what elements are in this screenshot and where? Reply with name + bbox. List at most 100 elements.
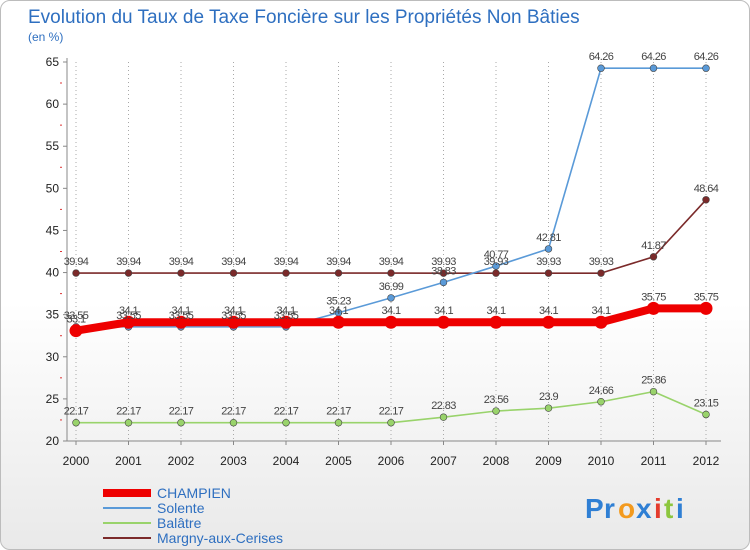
point-margny-aux-cerises-2004 (282, 269, 290, 277)
data-label-solente-2006: 36.99 (379, 281, 404, 293)
x-tick-label-2006: 2006 (378, 454, 405, 468)
y-tick-label-50: 50 (46, 181, 60, 195)
axis-layer: 20 25 30 35 40 45 50 55 60 65 2000 2001 2002 2003 2004… (46, 55, 721, 468)
legend-label-balatre: Balâtre (157, 515, 202, 531)
point-margny-aux-cerises-2008 (492, 269, 500, 277)
data-label-champien-2010: 34.1 (591, 305, 610, 317)
point-margny-aux-cerises-2003 (229, 269, 238, 277)
point-solente-2006 (387, 294, 395, 302)
point-champien-2012 (699, 301, 713, 315)
point-margny-aux-cerises-2001 (124, 269, 133, 277)
unit-label: (en %) (28, 30, 63, 44)
data-label-balatre-2012: 23.15 (694, 397, 719, 409)
point-margny-aux-cerises-2007 (439, 269, 448, 277)
point-margny-aux-cerises-2010 (597, 269, 605, 277)
data-label-solente-2000: 33.55 (64, 310, 89, 322)
x-tick-label-2009: 2009 (535, 454, 562, 468)
data-label-balatre-2007: 22.83 (431, 400, 456, 412)
data-label-solente-2005: 35.23 (326, 296, 351, 308)
data-label-balatre-2000: 22.17 (64, 406, 89, 418)
data-label-balatre-2004: 22.17 (274, 406, 299, 418)
data-label-margny-aux-cerises-2007: 39.93 (431, 256, 456, 268)
data-label-balatre-2009: 23.9 (539, 391, 558, 403)
x-tick-label-2002: 2002 (168, 454, 195, 468)
data-label-solente-2009: 42.81 (536, 232, 561, 244)
point-balatre-2008 (492, 407, 500, 415)
y-tick-label-65: 65 (46, 55, 60, 69)
data-label-balatre-2010: 24.66 (589, 385, 614, 397)
point-balatre-2009 (544, 404, 553, 412)
point-margny-aux-cerises-2009 (544, 269, 553, 277)
y-tick-label-20: 20 (46, 434, 60, 448)
point-champien-2000 (69, 324, 83, 338)
legend-label-margny-aux-cerises: Margny-aux-Cerises (157, 530, 283, 546)
logo-letter-0: P (585, 493, 604, 524)
y-tick-label-55: 55 (46, 139, 60, 153)
x-tick-label-2010: 2010 (588, 454, 615, 468)
y-tick-label-30: 30 (46, 350, 60, 364)
logo-letter-1: r (604, 493, 615, 524)
logo-letter-6: i (676, 493, 684, 524)
data-label-balatre-2003: 22.17 (221, 406, 246, 418)
point-solente-2011 (649, 64, 658, 72)
data-label-champien-2011: 35.75 (641, 291, 666, 303)
x-tick-label-2001: 2001 (115, 454, 142, 468)
data-label-champien-2007: 34.1 (434, 305, 453, 317)
x-tick-label-2008: 2008 (483, 454, 510, 468)
data-label-margny-aux-cerises-2002: 39.94 (169, 256, 194, 268)
data-label-layer: 39.94 39.94 39.94 39.94 39.94 39.94 39.94 39.93… (64, 51, 720, 418)
data-label-balatre-2001: 22.17 (116, 406, 141, 418)
legend-label-solente: Solente (157, 500, 205, 516)
data-label-champien-2003: 34.1 (224, 305, 243, 317)
point-champien-2009 (542, 315, 555, 329)
series-layer (69, 64, 713, 427)
data-label-margny-aux-cerises-2003: 39.94 (221, 256, 246, 268)
data-label-champien-2005: 34.1 (329, 305, 348, 317)
data-label-margny-aux-cerises-2011: 41.87 (641, 240, 666, 252)
point-balatre-2004 (282, 419, 290, 427)
point-balatre-2001 (124, 419, 133, 427)
data-label-champien-2000: 33.1 (66, 314, 85, 326)
point-champien-2001 (122, 315, 135, 329)
data-label-margny-aux-cerises-2005: 39.94 (326, 256, 351, 268)
point-champien-2010 (594, 315, 608, 329)
point-margny-aux-cerises-2012 (702, 196, 710, 204)
data-label-margny-aux-cerises-2009: 39.93 (536, 256, 561, 268)
point-champien-2007 (437, 315, 450, 329)
data-label-champien-2008: 34.1 (486, 305, 505, 317)
data-label-balatre-2006: 22.17 (379, 406, 404, 418)
y-tick-label-35: 35 (46, 308, 60, 322)
x-tick-label-2007: 2007 (430, 454, 457, 468)
logo-letter-2: o (618, 493, 635, 524)
point-balatre-2000 (72, 419, 80, 427)
point-champien-2008 (489, 315, 503, 329)
point-solente-2012 (702, 64, 710, 72)
x-tick-label-2003: 2003 (220, 454, 247, 468)
point-champien-2006 (384, 315, 398, 329)
data-label-solente-2012: 64.26 (694, 51, 719, 63)
data-label-margny-aux-cerises-2006: 39.94 (379, 256, 404, 268)
data-label-balatre-2011: 25.86 (641, 375, 666, 387)
data-label-margny-aux-cerises-2008: 39.93 (484, 256, 509, 268)
x-tick-label-2012: 2012 (693, 454, 720, 468)
logo-letter-5: t (664, 493, 673, 524)
data-label-solente-2003: 33.55 (221, 310, 246, 322)
y-tick-label-40: 40 (46, 266, 60, 280)
data-label-solente-2001: 33.55 (116, 310, 141, 322)
data-label-solente-2007: 38.83 (431, 265, 456, 277)
data-label-margny-aux-cerises-2012: 48.64 (694, 183, 719, 195)
data-label-solente-2011: 64.26 (641, 51, 666, 63)
point-champien-2003 (227, 315, 240, 329)
point-margny-aux-cerises-2002 (177, 269, 185, 277)
data-label-balatre-2008: 23.56 (484, 394, 509, 406)
y-tick-label-45: 45 (46, 223, 60, 237)
chart-title: Evolution du Taux de Taxe Foncière sur l… (28, 7, 580, 28)
data-label-champien-2006: 34.1 (381, 305, 400, 317)
x-tick-label-2004: 2004 (273, 454, 300, 468)
point-solente-2008 (492, 262, 500, 270)
point-margny-aux-cerises-2006 (387, 269, 395, 277)
